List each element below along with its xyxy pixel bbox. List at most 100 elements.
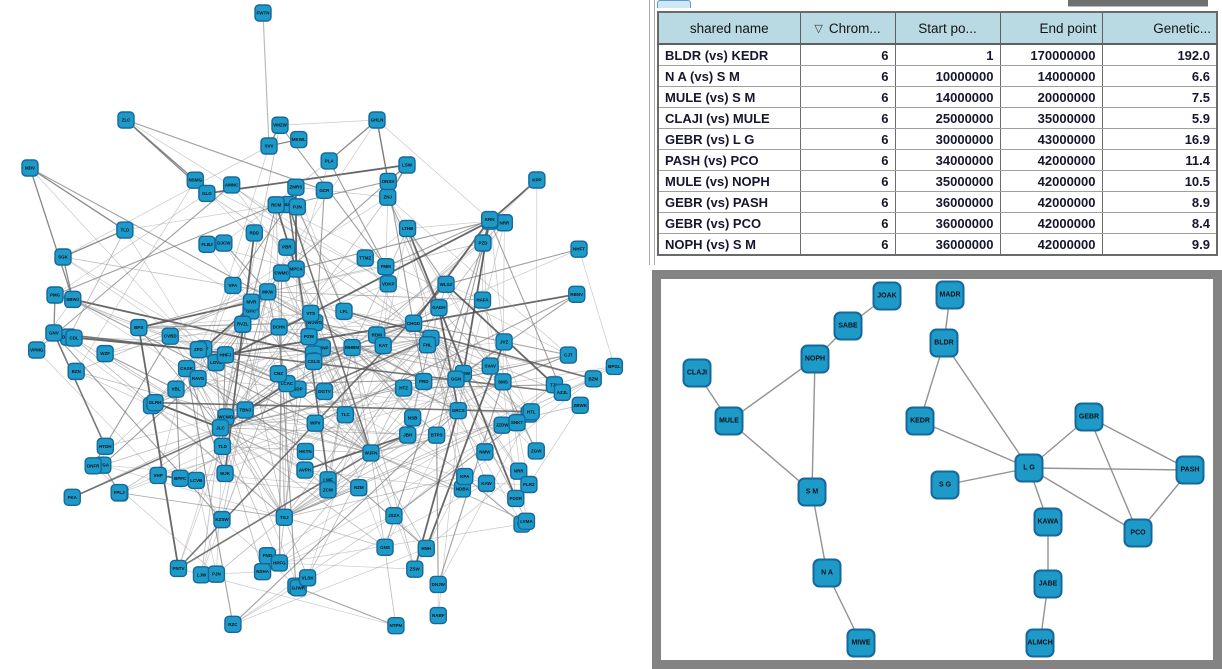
network-node[interactable]: HKTN xyxy=(296,442,315,461)
network-node[interactable]: PZW xyxy=(300,328,318,346)
network-node[interactable]: ZGW xyxy=(527,442,545,460)
network-node[interactable]: BTPS xyxy=(427,426,446,444)
network-node[interactable]: TTMZ xyxy=(356,249,374,267)
table-cell[interactable]: 42000000 xyxy=(999,191,1103,213)
network-node[interactable]: FPLJ xyxy=(110,483,128,502)
network-node[interactable]: GGN xyxy=(447,370,465,388)
network-node[interactable]: KZSW xyxy=(213,510,231,529)
network-node[interactable]: MKWL xyxy=(290,130,308,149)
table-cell[interactable]: 35000000 xyxy=(894,170,1001,192)
table-cell[interactable]: 6.6 xyxy=(1101,65,1218,87)
network-node[interactable]: PJN xyxy=(207,565,226,583)
network-node-kedr[interactable]: KEDR xyxy=(905,406,935,436)
network-node-sm[interactable]: S M xyxy=(797,477,827,507)
network-node[interactable]: VFA xyxy=(224,276,242,295)
network-node-almch[interactable]: ALMCH xyxy=(1025,628,1055,658)
network-node[interactable]: ZBWK xyxy=(571,396,589,415)
network-node[interactable]: CHGD xyxy=(404,314,423,332)
table-cell[interactable]: 192.0 xyxy=(1101,43,1218,66)
network-node-sg[interactable]: S G xyxy=(930,470,960,500)
network-node[interactable]: VLSK xyxy=(298,569,317,587)
network-node[interactable]: NSHA xyxy=(253,563,272,581)
network-node[interactable]: ZCW xyxy=(319,481,337,499)
network-node[interactable]: NSB xyxy=(403,409,422,427)
network-node[interactable]: ZLC xyxy=(117,111,135,129)
network-node[interactable]: WZF xyxy=(96,344,114,363)
network-node[interactable]: KAT xyxy=(374,336,392,355)
network-node[interactable]: MVR xyxy=(242,293,261,311)
table-cell[interactable]: N A (vs) S M xyxy=(657,65,801,87)
network-node[interactable]: WPV xyxy=(306,414,324,432)
top-scrollbar[interactable] xyxy=(1068,0,1208,7)
network-node[interactable]: PMG xyxy=(46,286,64,304)
network-node[interactable]: VHP xyxy=(149,466,167,485)
network-node-madr[interactable]: MADR xyxy=(935,280,965,310)
network-node[interactable]: VTS xyxy=(301,304,320,323)
network-node[interactable]: WJK xyxy=(216,464,234,483)
network-node[interactable]: ZNJ xyxy=(379,188,397,206)
table-cell[interactable]: 36000000 xyxy=(894,212,1001,234)
network-node[interactable]: JZDW xyxy=(493,416,511,434)
network-node-claji[interactable]: CLAJI xyxy=(682,358,712,388)
network-node-joak[interactable]: JOAK xyxy=(872,281,902,311)
network-node[interactable]: JVZ xyxy=(495,333,513,351)
table-cell[interactable]: 6 xyxy=(799,107,896,129)
table-cell[interactable]: MULE (vs) NOPH xyxy=(657,170,801,192)
network-node[interactable]: GCR xyxy=(315,181,334,200)
network-node[interactable]: NMW xyxy=(476,443,494,461)
column-header-shared-name[interactable]: shared name xyxy=(657,12,801,45)
table-cell[interactable]: 10.5 xyxy=(1101,170,1218,192)
network-node-pash[interactable]: PASH xyxy=(1175,455,1205,485)
network-node[interactable]: SNKT xyxy=(508,414,526,432)
table-cell[interactable]: MULE (vs) S M xyxy=(657,86,801,108)
network-node[interactable]: SGK xyxy=(54,248,72,266)
table-cell[interactable]: GEBR (vs) PCO xyxy=(657,212,801,234)
network-node[interactable]: HAFA xyxy=(473,291,492,309)
table-cell[interactable]: 42000000 xyxy=(999,170,1103,192)
network-node[interactable]: HTZ xyxy=(394,379,413,397)
table-cell[interactable]: 36000000 xyxy=(894,191,1001,213)
table-row[interactable]: MULE (vs) NOPH 6 35000000 42000000 10.5 xyxy=(657,170,1218,192)
network-node[interactable]: PBR xyxy=(278,238,296,256)
table-row[interactable]: GEBR (vs) PCO 6 36000000 42000000 8.4 xyxy=(657,212,1218,234)
network-node[interactable]: VBL xyxy=(167,380,185,398)
table-cell[interactable]: CLAJI (vs) MULE xyxy=(657,107,801,129)
table-cell[interactable]: 6 xyxy=(799,43,896,66)
table-cell[interactable]: 20000000 xyxy=(999,86,1103,108)
network-node[interactable]: LVMA xyxy=(517,512,536,531)
network-node[interactable]: CSLG xyxy=(305,352,323,371)
table-row[interactable]: CLAJI (vs) MULE 6 25000000 35000000 5.9 xyxy=(657,107,1218,129)
network-node[interactable]: PDSR xyxy=(507,489,525,508)
table-cell[interactable]: 10000000 xyxy=(894,65,1001,87)
panel-tab[interactable] xyxy=(657,0,691,8)
network-node[interactable]: DJCW xyxy=(215,234,233,252)
network-node[interactable]: MKW xyxy=(259,283,277,301)
column-header-chrom[interactable]: ▽ Chrom... xyxy=(799,12,896,45)
network-node[interactable]: DNFR xyxy=(84,457,102,475)
table-cell[interactable]: 6 xyxy=(799,212,896,234)
network-node[interactable]: TLC xyxy=(336,405,355,424)
network-node[interactable]: HNH xyxy=(417,539,435,558)
network-node[interactable]: PLA xyxy=(320,152,338,170)
network-node[interactable]: LJW xyxy=(192,566,211,584)
table-cell[interactable]: PASH (vs) PCO xyxy=(657,149,801,171)
table-row[interactable]: BLDR (vs) KEDR 6 1 170000000 192.0 xyxy=(657,43,1218,66)
network-node[interactable]: CVBD xyxy=(161,327,179,345)
network-node[interactable]: JSZA xyxy=(385,506,403,525)
network-node[interactable]: WLSZ xyxy=(437,275,455,293)
filtered-network-panel[interactable]: JOAK MADR SABE NOPH BLDR CLAJI MULE KEDR GEBR L G… xyxy=(652,270,1222,669)
network-node[interactable]: FHL xyxy=(418,336,437,354)
network-node[interactable]: GADH xyxy=(430,298,448,317)
table-cell[interactable]: GEBR (vs) PASH xyxy=(657,191,801,213)
network-node[interactable]: PZD xyxy=(474,234,492,252)
table-cell[interactable]: 7.5 xyxy=(1101,86,1218,108)
table-cell[interactable]: 42000000 xyxy=(999,212,1103,234)
network-node[interactable]: RCM xyxy=(267,196,285,214)
network-node-mule[interactable]: MULE xyxy=(714,406,744,436)
network-node-kawa[interactable]: KAWA xyxy=(1033,507,1063,537)
table-row[interactable]: GEBR (vs) L G 6 30000000 43000000 16.9 xyxy=(657,128,1218,150)
network-node[interactable]: JLC xyxy=(211,419,230,437)
network-node-noph[interactable]: NOPH xyxy=(800,344,830,374)
network-node[interactable]: VMZW xyxy=(271,116,289,134)
network-node[interactable]: AZJL xyxy=(553,383,572,402)
